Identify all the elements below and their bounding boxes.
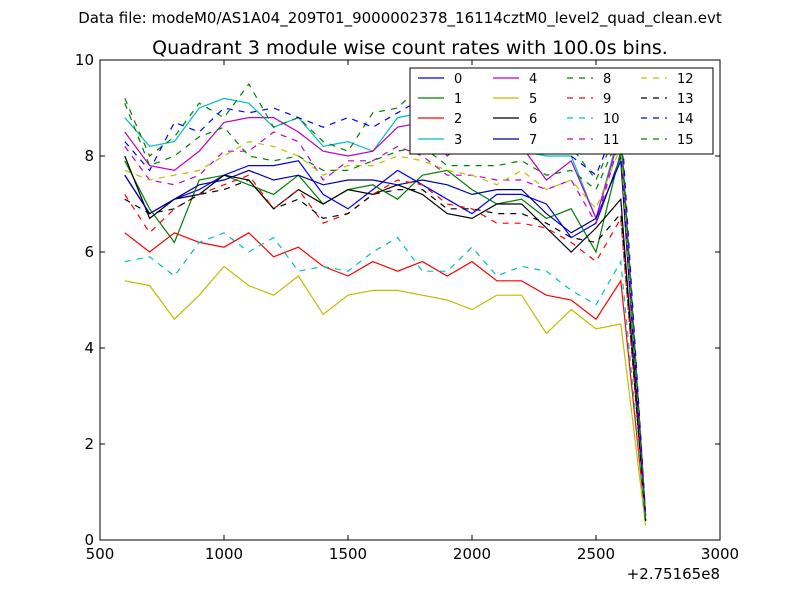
y-tick-label: 6	[84, 243, 94, 261]
chart-title: Quadrant 3 module wise count rates with …	[152, 37, 668, 59]
y-tick-label: 2	[84, 435, 94, 453]
legend-label-5: 5	[529, 92, 537, 107]
legend-label-15: 15	[677, 133, 694, 148]
series-line-3	[124, 97, 647, 517]
series-line-6	[124, 155, 647, 521]
plot-frame	[99, 59, 721, 541]
x-tick-label: 2500	[577, 545, 615, 563]
legend-box	[409, 67, 714, 155]
legend-label-13: 13	[677, 92, 694, 107]
y-tick-label: 8	[84, 147, 94, 165]
legend-label-4: 4	[529, 72, 537, 87]
series-line-1	[124, 151, 647, 521]
series-line-5	[124, 265, 647, 526]
series-layer	[124, 82, 647, 526]
series-line-15	[124, 102, 647, 521]
series-line-2	[124, 232, 647, 521]
legend-label-12: 12	[677, 72, 694, 87]
datafile-label: Data file: modeM0/AS1A04_209T01_90000023…	[78, 9, 722, 28]
series-line-14	[124, 97, 647, 517]
series-line-4	[124, 116, 647, 517]
y-tick-label: 0	[84, 531, 94, 549]
y-tick-label: 4	[84, 339, 94, 357]
legend-label-0: 0	[454, 72, 462, 87]
x-tick-label: 500	[86, 545, 115, 563]
series-line-10	[124, 232, 647, 521]
x-offset-label: +2.75165e8	[627, 565, 720, 583]
legend-label-1: 1	[454, 92, 462, 107]
legend-label-11: 11	[603, 133, 620, 148]
x-tick-label: 3000	[701, 545, 739, 563]
legend-label-7: 7	[529, 133, 537, 148]
x-tick-label: 2000	[453, 545, 491, 563]
series-line-9	[124, 174, 647, 521]
legend-label-10: 10	[603, 112, 620, 127]
x-tick-label: 1500	[329, 545, 367, 563]
legend-label-2: 2	[454, 112, 462, 127]
legend-label-3: 3	[454, 133, 462, 148]
series-line-13	[124, 179, 647, 521]
legend-label-14: 14	[677, 112, 694, 127]
legend-label-8: 8	[603, 72, 611, 87]
series-line-7	[124, 160, 647, 521]
legend-label-6: 6	[529, 112, 537, 127]
legend-label-9: 9	[603, 92, 611, 107]
series-line-12	[124, 140, 647, 521]
y-tick-label: 10	[75, 51, 94, 69]
series-line-11	[124, 131, 647, 517]
x-tick-label: 1000	[205, 545, 243, 563]
